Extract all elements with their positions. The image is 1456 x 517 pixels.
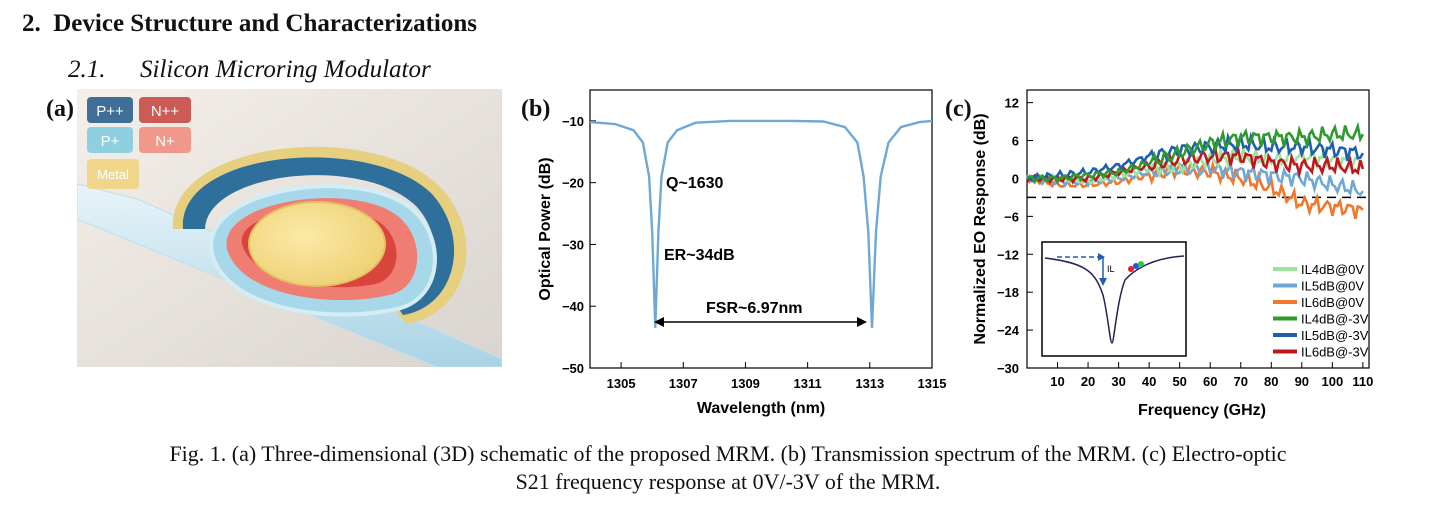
y-tick-label: 6: [1012, 134, 1019, 149]
inset-point-red: [1128, 266, 1134, 272]
legend-entry: IL6dB@-3V: [1301, 345, 1369, 360]
mrm-3d-schematic: P++ N++ P+ N+ Metal: [77, 89, 502, 367]
axis-ticks: 10 20 30 40 50 60 70 80 90 100 1101260−6−12−18−24−…: [997, 96, 1373, 389]
legend-n-plus-text: N+: [155, 133, 175, 150]
legend-p-plus-plus-chip: [87, 97, 133, 123]
panel-a-label: (a): [46, 96, 74, 122]
x-tick-label: 1315: [918, 376, 947, 391]
y-axis-label: Optical Power (dB): [537, 157, 554, 300]
caption-line-2: S21 frequency response at 0V/-3V of the …: [515, 469, 941, 494]
material-legend: P++ N++ P+ N+ Metal: [87, 97, 191, 189]
x-tick-label: 50: [1172, 374, 1186, 389]
x-axis-label: Frequency (GHz): [1138, 402, 1266, 419]
inset-point-blue: [1133, 263, 1139, 269]
plot-frame: [589, 89, 933, 369]
series-line-il6db-at-0v: [1026, 159, 1364, 219]
legend-metal-text: Metal: [97, 167, 129, 182]
y-tick-label: −50: [562, 361, 584, 376]
er-annotation: ER~34dB: [664, 247, 735, 264]
inset-point-green: [1138, 261, 1144, 267]
figure-caption: Fig. 1. (a) Three-dimensional (3D) schem…: [0, 440, 1456, 496]
x-tick-label: 90: [1295, 374, 1309, 389]
y-tick-label: −30: [997, 361, 1019, 376]
plot-frame: [1026, 89, 1370, 369]
x-tick-label: 10: [1050, 374, 1064, 389]
x-tick-label: 1307: [669, 376, 698, 391]
y-axis-label: Normalized EO Response (dB): [972, 113, 989, 344]
x-tick-label: 1311: [794, 376, 822, 391]
legend-entry: IL4dB@0V: [1301, 262, 1364, 277]
resonance-inset: IL: [1041, 241, 1187, 357]
y-tick-label: 0: [1012, 171, 1019, 186]
series-line-il6db-at--3v: [1025, 146, 1365, 185]
legend-p-plus-chip: [87, 127, 133, 153]
y-tick-label: −20: [562, 176, 584, 191]
legend-entry: IL5dB@-3V: [1301, 328, 1369, 343]
legend-entry: IL4dB@-3V: [1301, 312, 1369, 327]
ring-outer-metal: [172, 146, 467, 324]
section-title: Device Structure and Characterizations: [53, 10, 478, 37]
x-tick-label: 80: [1264, 374, 1278, 389]
x-tick-label: 100: [1322, 374, 1344, 389]
subsection-number: 2.1.: [68, 56, 106, 83]
fsr-arrow: [654, 317, 867, 327]
section-heading: 2. Device Structure and Characterization…: [22, 10, 477, 38]
x-tick-label: 1313: [855, 376, 884, 391]
inset-il-label: IL: [1107, 264, 1115, 274]
ring-metal-pad: [248, 201, 386, 287]
transmission-spectrum-chart: Optical Power (dB) Wavelength (nm) 1305 1…: [537, 89, 947, 417]
x-tick-label: 60: [1203, 374, 1217, 389]
section-number: 2.: [22, 10, 41, 37]
panel-c-label: (c): [945, 96, 972, 122]
subsection-heading: 2.1. Silicon Microring Modulator: [68, 56, 431, 84]
y-tick-label: −24: [997, 323, 1020, 338]
x-tick-label: 110: [1352, 374, 1373, 389]
x-axis-label: Wavelength (nm): [697, 400, 825, 417]
q-annotation: Q~1630: [666, 175, 723, 192]
ring-outer-p-contact: [182, 157, 455, 315]
legend-n-plus-chip: [139, 127, 191, 153]
y-tick-label: 12: [1005, 96, 1019, 111]
fsr-annotation: FSR~6.97nm: [706, 300, 802, 317]
series-lines: [1025, 121, 1365, 219]
transmission-curve: [589, 119, 933, 328]
y-tick-label: −30: [562, 237, 584, 252]
legend-entry: IL6dB@0V: [1301, 295, 1364, 310]
axis-ticks: 1305 1307 1309 1311 1313 1315 −10 −20 −30 −40 −50: [562, 114, 947, 391]
caption-line-1: Fig. 1. (a) Three-dimensional (3D) schem…: [169, 441, 1287, 466]
subsection-title: Silicon Microring Modulator: [140, 56, 431, 83]
y-tick-label: −10: [562, 114, 584, 129]
legend-p-plus-plus-text: P++: [96, 103, 124, 120]
y-tick-label: −12: [997, 247, 1019, 262]
x-tick-label: 40: [1142, 374, 1156, 389]
eo-response-chart: Normalized EO Response (dB) Frequency (G…: [972, 89, 1373, 419]
legend-n-plus-plus-text: N++: [151, 103, 180, 120]
x-tick-label: 1305: [607, 376, 636, 391]
x-tick-label: 1309: [731, 376, 760, 391]
legend-entry: IL5dB@0V: [1301, 279, 1364, 294]
y-tick-label: −18: [997, 285, 1019, 300]
series-line-il4db-at-0v: [1026, 145, 1364, 186]
legend-metal-chip: [87, 159, 139, 189]
x-tick-label: 30: [1111, 374, 1125, 389]
y-tick-label: −40: [562, 299, 584, 314]
panel-b-label: (b): [521, 96, 551, 122]
legend-n-plus-plus-chip: [139, 97, 191, 123]
inset-resonance-curve: [1044, 255, 1185, 344]
y-tick-label: −6: [1004, 209, 1019, 224]
series-line-il4db-at--3v: [1026, 121, 1365, 185]
x-tick-label: 70: [1234, 374, 1248, 389]
legend-p-plus-text: P+: [101, 133, 120, 150]
x-tick-label: 20: [1081, 374, 1095, 389]
